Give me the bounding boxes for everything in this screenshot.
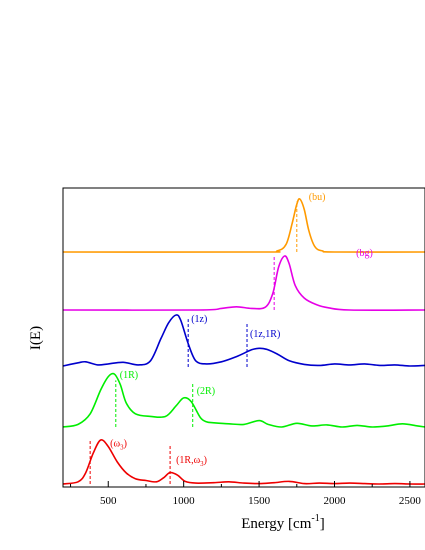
x-axis-label-close: ] <box>320 516 325 532</box>
peak-annotations: (bu) (bg) (1z) (1z,1R) (1R) (2R) (ω3) (1R,ω3) <box>89 192 373 484</box>
x-axis-label: Energy [cm-1] <box>241 513 324 532</box>
peak-label: (bg) <box>356 248 373 259</box>
x-axis-label-superscript: -1 <box>311 513 319 524</box>
peak-label: (1z,1R) <box>250 329 280 340</box>
x-tick-label: 500 <box>100 495 117 507</box>
x-tick-label: 1000 <box>173 495 196 507</box>
peak-label: (2R) <box>197 386 215 397</box>
peak-label: (ω3) <box>110 439 127 452</box>
peak-label: (1R) <box>120 370 138 381</box>
x-axis-ticks: 500 1000 1500 2000 2500 <box>70 481 422 507</box>
x-axis-label-text: Energy [cm <box>241 516 311 532</box>
spectrum-line <box>62 372 425 428</box>
x-tick-label: 2500 <box>399 495 422 507</box>
peak-label: (bu) <box>309 192 326 203</box>
spectrum-line <box>62 314 425 367</box>
spectrum-line <box>62 439 425 485</box>
peak-label: (1R,ω3) <box>176 455 207 468</box>
x-tick-label: 2000 <box>324 495 347 507</box>
plot-frame <box>62 187 425 488</box>
spectrum-line <box>62 198 425 253</box>
spectrum-line <box>62 255 425 311</box>
y-axis-label: I(E) <box>28 326 44 350</box>
peak-label: (1z) <box>191 314 207 325</box>
x-tick-label: 1500 <box>248 495 271 507</box>
spectra-traces <box>62 198 425 485</box>
